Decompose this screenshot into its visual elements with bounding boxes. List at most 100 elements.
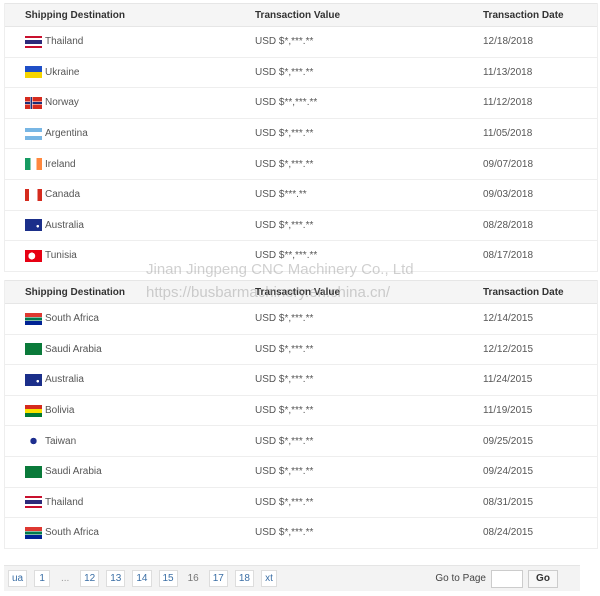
table-row: Canada USD $***.** 09/03/2018 xyxy=(5,180,597,211)
transactions-table-1: Shipping Destination Transaction Value Tra… xyxy=(4,3,598,272)
value-cell: USD $*,***.** xyxy=(255,128,314,140)
date-cell: 09/03/2018 xyxy=(483,189,534,201)
country-name: Bolivia xyxy=(45,405,75,417)
table-row: Australia USD $*,***.** 08/28/2018 xyxy=(5,211,597,242)
table-row: Australia USD $*,***.** 11/24/2015 xyxy=(5,365,597,396)
prev-page-button[interactable]: ua xyxy=(8,570,28,587)
country-name: Taiwan xyxy=(45,435,77,447)
value-cell: USD $*,***.** xyxy=(255,496,314,508)
date-cell: 11/24/2015 xyxy=(483,374,533,386)
destination-cell: Saudi Arabia xyxy=(5,465,255,478)
destination-cell: Australia xyxy=(5,219,255,232)
table-row: South Africa USD $*,***.** 08/24/2015 xyxy=(5,518,597,549)
country-name: Norway xyxy=(45,97,79,109)
country-name: Argentina xyxy=(45,128,88,140)
table-row: Saudi Arabia USD $*,***.** 09/24/2015 xyxy=(5,457,597,488)
table-row: Ireland USD $*,***.** 09/07/2018 xyxy=(5,149,597,180)
date-cell: 08/24/2015 xyxy=(483,527,534,539)
page-16-button: 16 xyxy=(187,573,199,584)
header-destination[interactable]: Shipping Destination xyxy=(25,286,125,298)
flag-ukraine-icon xyxy=(25,66,42,79)
date-cell: 09/07/2018 xyxy=(483,158,534,170)
value-cell: USD $**,***.** xyxy=(255,97,318,109)
destination-cell: Bolivia xyxy=(5,404,255,417)
page-1-button[interactable]: 1 xyxy=(34,570,51,587)
next-page-button[interactable]: xt xyxy=(261,570,277,587)
page-14-button[interactable]: 14 xyxy=(132,570,152,587)
page-18-button[interactable]: 18 xyxy=(234,570,254,587)
table-header: Shipping Destination Transaction Value Tra… xyxy=(5,280,597,304)
date-cell: 08/28/2018 xyxy=(483,219,534,231)
country-name: Tunisia xyxy=(45,250,77,262)
value-cell: USD $*,***.** xyxy=(255,66,314,78)
table-row: Bolivia USD $*,***.** 11/19/2015 xyxy=(5,396,597,427)
header-date[interactable]: Transaction Date xyxy=(483,9,564,21)
destination-cell: Australia xyxy=(5,373,255,386)
flag-norway-icon xyxy=(25,96,42,109)
flag-bolivia-icon xyxy=(25,404,42,417)
date-cell: 11/12/2018 xyxy=(483,97,533,109)
country-name: Ukraine xyxy=(45,66,80,78)
country-name: South Africa xyxy=(45,313,99,325)
table-row: Saudi Arabia USD $*,***.** 12/12/2015 xyxy=(5,335,597,366)
destination-cell: Canada xyxy=(5,188,255,201)
destination-cell: Argentina xyxy=(5,127,255,140)
destination-cell: Tunisia xyxy=(5,249,255,262)
destination-cell: South Africa xyxy=(5,526,255,539)
value-cell: USD $***.** xyxy=(255,189,307,201)
table-row: Thailand USD $*,***.** 12/18/2018 xyxy=(5,27,597,58)
page-15-button[interactable]: 15 xyxy=(158,570,178,587)
goto-page: Go to Page Go xyxy=(435,569,558,588)
page-13-button[interactable]: 13 xyxy=(106,570,126,587)
table-row: South Africa USD $*,***.** 12/14/2015 xyxy=(5,304,597,335)
flag-saudi-icon xyxy=(25,465,42,478)
country-name: Canada xyxy=(45,189,81,201)
page-17-button[interactable]: 17 xyxy=(208,570,228,587)
table-row: Argentina USD $*,***.** 11/05/2018 xyxy=(5,119,597,150)
value-cell: USD $*,***.** xyxy=(255,405,314,417)
value-cell: USD $*,***.** xyxy=(255,527,314,539)
date-cell: 08/31/2015 xyxy=(483,496,534,508)
table-row: Taiwan USD $*,***.** 09/25/2015 xyxy=(5,426,597,457)
table-row: Tunisia USD $**,***.** 08/17/2018 xyxy=(5,241,597,272)
flag-southafrica-icon xyxy=(25,526,42,539)
country-name: South Africa xyxy=(45,527,99,539)
date-cell: 11/13/2018 xyxy=(483,66,533,78)
destination-cell: South Africa xyxy=(5,312,255,325)
page-12-button[interactable]: 12 xyxy=(80,570,100,587)
transactions-table-2: Shipping Destination Transaction Value Tra… xyxy=(4,280,598,549)
date-cell: 09/24/2015 xyxy=(483,466,534,478)
value-cell: USD $*,***.** xyxy=(255,466,314,478)
date-cell: 12/12/2015 xyxy=(483,343,534,355)
header-destination[interactable]: Shipping Destination xyxy=(25,9,125,21)
destination-cell: Ukraine xyxy=(5,66,255,79)
flag-thailand-icon xyxy=(25,35,42,48)
flag-canada-icon xyxy=(25,188,42,201)
table-row: Norway USD $**,***.** 11/12/2018 xyxy=(5,88,597,119)
goto-label: Go to Page xyxy=(435,573,486,584)
table-header: Shipping Destination Transaction Value Tra… xyxy=(5,3,597,27)
goto-page-input[interactable] xyxy=(491,569,523,588)
header-value[interactable]: Transaction Value xyxy=(255,286,341,298)
value-cell: USD $*,***.** xyxy=(255,158,314,170)
country-name: Australia xyxy=(45,219,84,231)
header-date[interactable]: Transaction Date xyxy=(483,286,564,298)
destination-cell: Norway xyxy=(5,96,255,109)
value-cell: USD $**,***.** xyxy=(255,250,318,262)
flag-australia-icon xyxy=(25,373,42,386)
flag-taiwan-icon xyxy=(25,435,42,448)
country-name: Saudi Arabia xyxy=(45,466,102,478)
country-name: Saudi Arabia xyxy=(45,343,102,355)
date-cell: 12/18/2018 xyxy=(483,36,534,48)
go-button[interactable]: Go xyxy=(528,569,558,588)
value-cell: USD $*,***.** xyxy=(255,343,314,355)
pagination-ellipsis: ... xyxy=(60,573,70,584)
flag-ireland-icon xyxy=(25,158,42,171)
destination-cell: Thailand xyxy=(5,35,255,48)
country-name: Thailand xyxy=(45,36,84,48)
date-cell: 11/19/2015 xyxy=(483,405,533,417)
date-cell: 09/25/2015 xyxy=(483,435,534,447)
header-value[interactable]: Transaction Value xyxy=(255,9,341,21)
flag-saudi-icon xyxy=(25,343,42,356)
date-cell: 11/05/2018 xyxy=(483,128,533,140)
